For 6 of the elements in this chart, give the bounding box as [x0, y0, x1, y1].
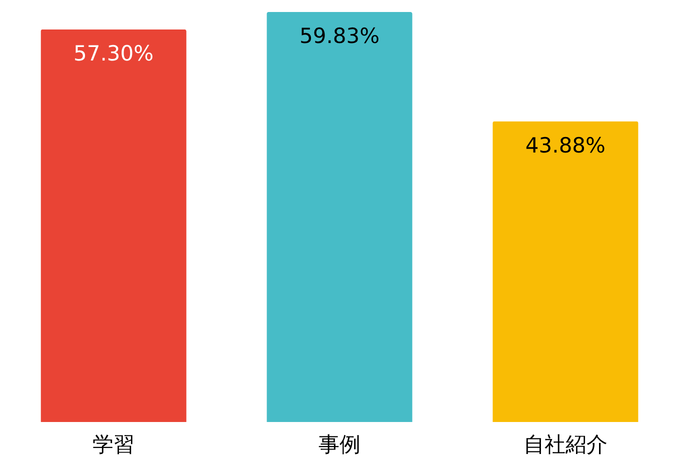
x-tick-label: 自社紹介	[523, 432, 608, 456]
x-tick-label: 事例	[318, 432, 360, 456]
x-tick-label: 学習	[92, 432, 135, 456]
data-label: 59.83%	[299, 24, 380, 48]
data-label: 57.30%	[74, 41, 154, 66]
data-label: 43.88%	[525, 133, 606, 158]
